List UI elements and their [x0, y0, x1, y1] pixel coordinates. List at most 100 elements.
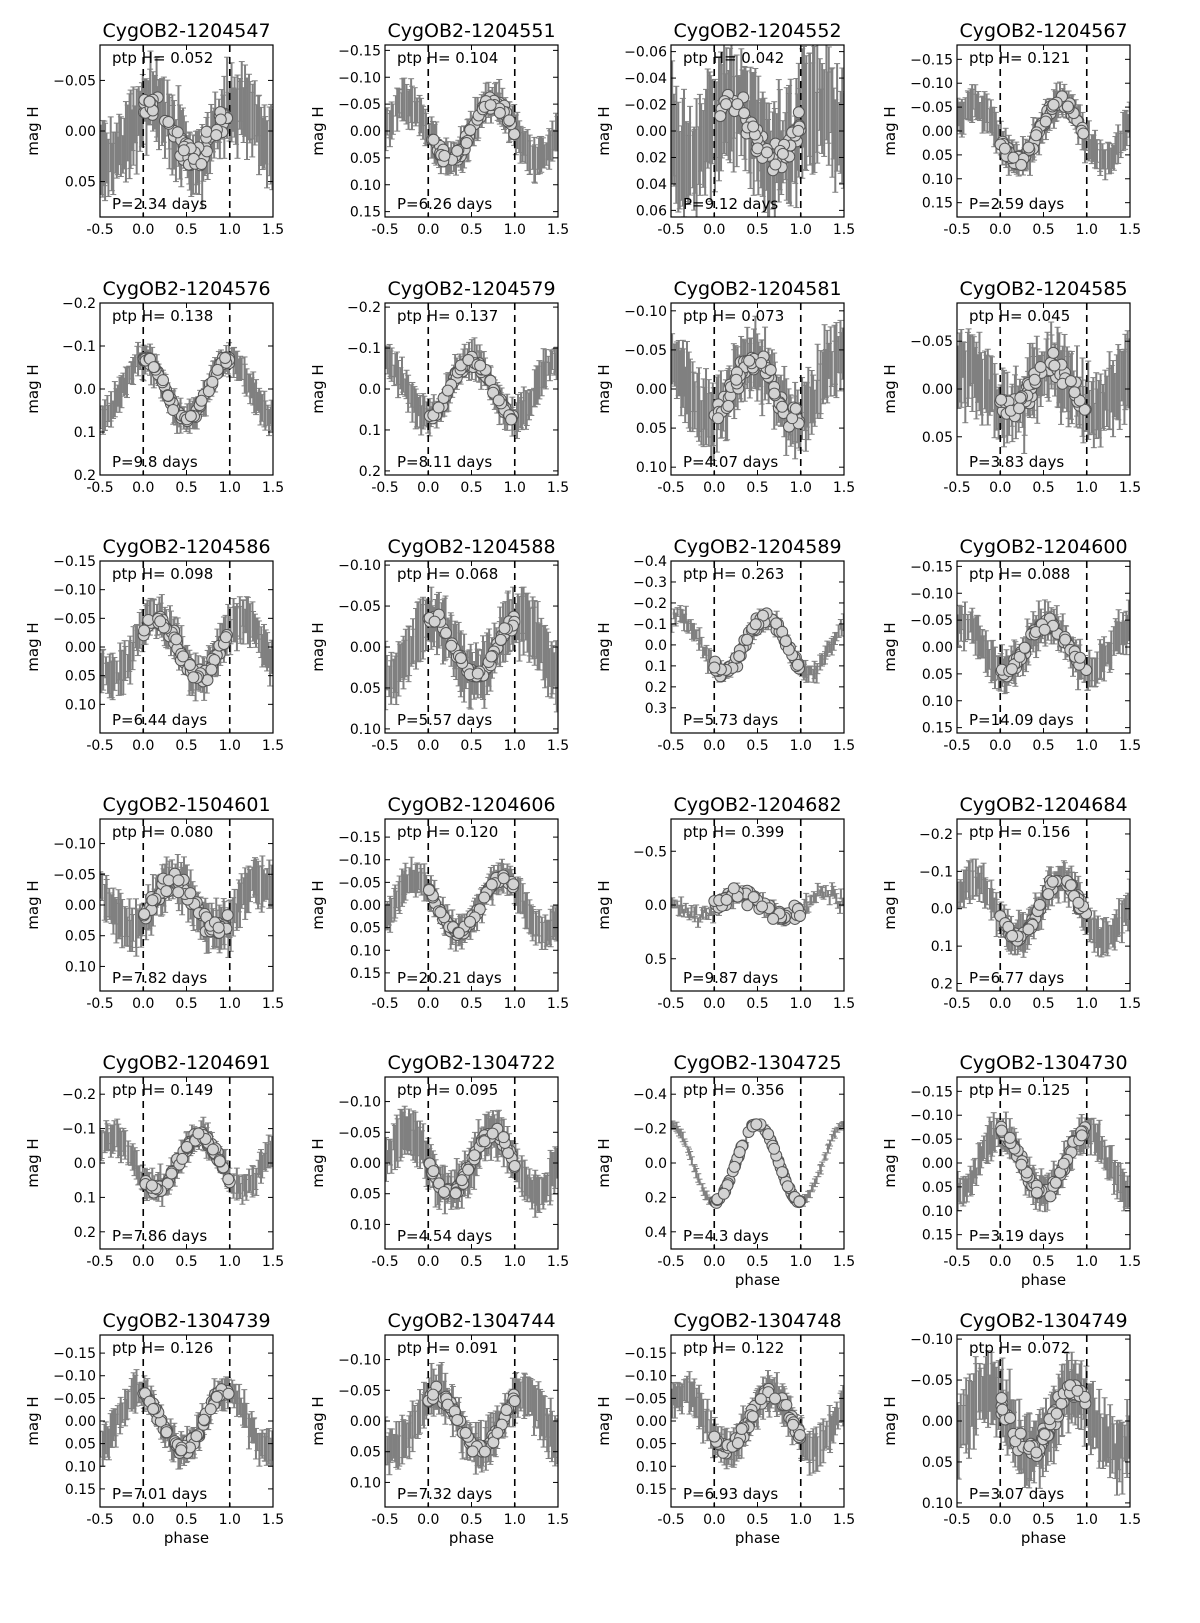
data-point [768, 387, 781, 400]
x-tick-label: -0.5 [86, 738, 113, 754]
data-point [138, 908, 151, 921]
data-point [438, 149, 451, 162]
panel-title: CygOB2-1204588 [387, 536, 555, 558]
data-point [1064, 879, 1077, 892]
y-tick-label: 0.06 [636, 203, 667, 219]
x-tick-label: 1.0 [504, 1254, 526, 1270]
y-axis-label: mag H [309, 880, 327, 929]
panel-title: CygOB2-1204682 [673, 794, 841, 816]
x-axis-label: phase [1021, 1271, 1066, 1289]
x-tick-label: 0.5 [1032, 738, 1054, 754]
data-point [455, 1174, 468, 1187]
panel-title: CygOB2-1204581 [673, 278, 841, 300]
data-point [497, 872, 510, 885]
x-tick-label: 1.0 [790, 222, 812, 238]
x-tick-label: 0.5 [460, 222, 482, 238]
y-tick-label: 0.2 [645, 680, 667, 696]
panel-CygOB2-1304725: -0.5 0.0 0.5 1.0 1.5 −0.4 −0.2 0.0 0.2 0.4 CygOB2-… [595, 1052, 855, 1289]
data-point [162, 115, 175, 128]
y-tick-label: −0.15 [338, 830, 381, 846]
data-point [222, 1387, 235, 1400]
data-point [747, 891, 760, 904]
ptp-annotation: ptp H= 0.080 [112, 823, 213, 841]
y-tick-label: 0.00 [65, 1414, 96, 1430]
y-tick-label: 0.05 [922, 148, 953, 164]
period-annotation: P=3.07 days [969, 1485, 1064, 1503]
x-tick-label: -0.5 [657, 480, 684, 496]
x-tick-label: 0.0 [132, 738, 154, 754]
y-tick-label: −0.10 [910, 586, 953, 602]
panel-CygOB2-1204579: -0.5 0.0 0.5 1.0 1.5 −0.2 −0.1 0.0 0.1 0.2 CygOB2-… [309, 278, 569, 496]
y-tick-label: −0.15 [624, 1346, 667, 1362]
ptp-annotation: ptp H= 0.125 [969, 1081, 1070, 1099]
x-tick-label: 1.0 [504, 1512, 526, 1528]
panel-CygOB2-1304744: -0.5 0.0 0.5 1.0 1.5 −0.10 −0.05 0.00 0.05 0.10 Cy… [309, 1310, 569, 1547]
data-point [428, 615, 441, 628]
data-point [505, 413, 518, 426]
y-axis-label: mag H [881, 622, 899, 671]
x-tick-label: 1.0 [790, 480, 812, 496]
y-tick-label: −0.05 [338, 97, 381, 113]
data-point [730, 373, 743, 386]
data-point [502, 1146, 515, 1159]
y-tick-label: 0.10 [922, 694, 953, 710]
data-point [1059, 633, 1072, 646]
x-tick-label: 0.0 [703, 1512, 725, 1528]
data-point [1061, 100, 1074, 113]
y-tick-label: 0.15 [922, 721, 953, 737]
data-point [507, 878, 520, 891]
data-point [1047, 98, 1060, 111]
panel-CygOB2-1204606: -0.5 0.0 0.5 1.0 1.5 −0.15 −0.10 −0.05 0.00 0.05 0… [309, 794, 569, 1012]
x-tick-label: 0.5 [1032, 1512, 1054, 1528]
y-tick-label: 0.0 [359, 382, 381, 398]
panel-CygOB2-1204589: -0.5 0.0 0.5 1.0 1.5 −0.4 −0.3 −0.2 −0.1 0.0 0.1 0.… [595, 536, 855, 754]
ptp-annotation: ptp H= 0.042 [683, 49, 784, 67]
panel-CygOB2-1204682: -0.5 0.0 0.5 1.0 1.5 −0.5 0.0 0.5 CygOB2-1204682… [595, 794, 855, 1012]
data-point [187, 671, 200, 684]
y-tick-label: −0.2 [347, 300, 381, 316]
panel-CygOB2-1204552: -0.5 0.0 0.5 1.0 1.5 −0.06 −0.04 −0.02 0.00 0.02 0… [595, 20, 855, 238]
data-point [792, 106, 805, 119]
data-point [462, 1163, 475, 1176]
y-tick-label: 0.10 [922, 172, 953, 188]
y-axis-label: mag H [309, 1396, 327, 1445]
data-point [731, 1437, 744, 1450]
data-point [427, 133, 440, 146]
y-tick-label: 0.00 [636, 382, 667, 398]
y-tick-label: −0.05 [910, 613, 953, 629]
panel-CygOB2-1204691: -0.5 0.0 0.5 1.0 1.5 −0.2 −0.1 0.0 0.1 0.2 CygOB2-… [24, 1052, 284, 1270]
data-point [996, 1403, 1009, 1416]
x-tick-label: 1.5 [547, 222, 569, 238]
x-tick-label: 1.0 [1076, 222, 1098, 238]
panel-title: CygOB2-1304749 [959, 1310, 1127, 1332]
data-point [143, 95, 156, 108]
y-axis-label: mag H [595, 1138, 613, 1187]
y-tick-label: 0.5 [645, 952, 667, 968]
y-tick-label: −0.4 [633, 1087, 667, 1103]
ptp-annotation: ptp H= 0.104 [397, 49, 498, 67]
x-tick-label: -0.5 [86, 480, 113, 496]
data-point [486, 1127, 499, 1140]
y-tick-label: −0.10 [338, 70, 381, 86]
x-tick-label: 1.5 [547, 1254, 569, 1270]
data-point [464, 124, 477, 137]
y-tick-label: −0.05 [338, 1125, 381, 1141]
x-tick-label: 1.5 [262, 1254, 284, 1270]
x-tick-label: -0.5 [657, 1254, 684, 1270]
y-tick-label: 0.00 [922, 124, 953, 140]
y-tick-label: 0.00 [922, 1156, 953, 1172]
y-tick-label: 0.10 [636, 1459, 667, 1475]
data-point [183, 658, 196, 671]
period-annotation: P=3.83 days [969, 453, 1064, 471]
data-point [717, 1187, 730, 1200]
data-point [769, 158, 782, 171]
data-point [1078, 403, 1091, 416]
ptp-annotation: ptp H= 0.068 [397, 565, 498, 583]
data-point [720, 893, 733, 906]
y-tick-label: −0.10 [624, 1369, 667, 1385]
data-point [995, 1124, 1008, 1137]
y-tick-label: 0.2 [74, 1225, 96, 1241]
data-point [146, 894, 159, 907]
panel-title: CygOB2-1204552 [673, 20, 841, 42]
y-axis-label: mag H [24, 622, 42, 671]
